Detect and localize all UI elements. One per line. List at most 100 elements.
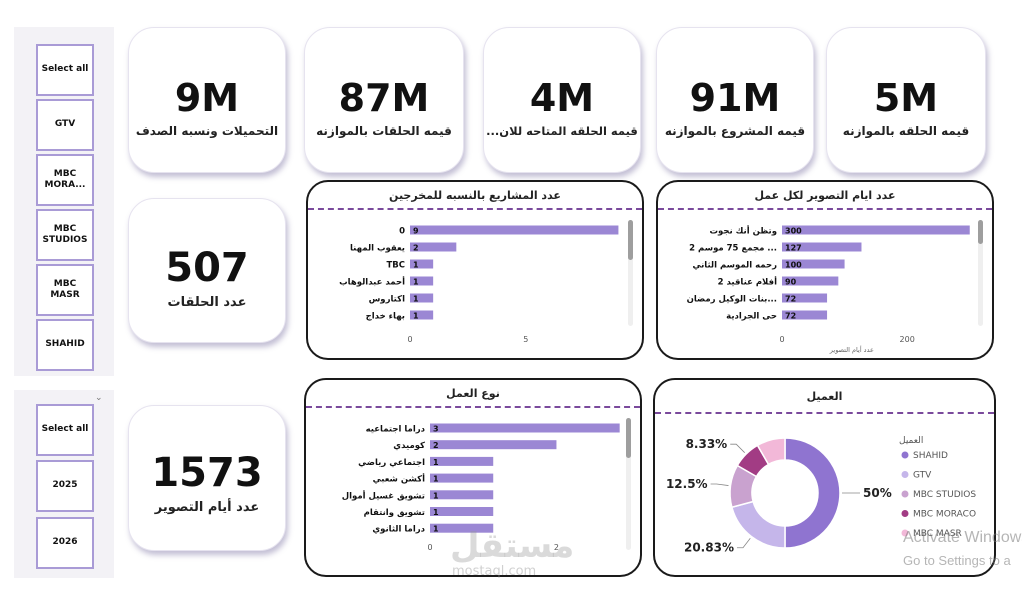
kpi-value: 507 [165, 245, 249, 291]
legend-label[interactable]: MBC MASR [913, 529, 962, 539]
chart-title: عدد المشاريع بالنسبه للمخرجين [389, 189, 561, 202]
scrollbar-thumb[interactable] [626, 418, 631, 458]
legend-label[interactable]: GTV [913, 471, 932, 481]
kpi-value: 5M [873, 76, 939, 120]
data-label: 1 [413, 312, 419, 321]
bar[interactable] [410, 225, 619, 235]
data-label: 2 [413, 244, 419, 253]
kpi-label: عدد الحلقات [167, 295, 247, 310]
bar[interactable] [410, 293, 434, 303]
data-label: 1 [433, 508, 439, 517]
chevron-down-icon[interactable]: ⌄ [95, 393, 103, 403]
bar[interactable] [782, 259, 845, 269]
scrollbar-thumb[interactable] [628, 220, 633, 260]
data-label: 300 [785, 227, 802, 236]
bar[interactable] [430, 440, 557, 450]
category-label: كوميدي [393, 441, 425, 451]
chart-title: العميل [806, 390, 843, 403]
bar[interactable] [430, 490, 494, 500]
scrollbar-thumb[interactable] [978, 220, 983, 244]
donut-slice[interactable] [730, 500, 786, 549]
bar[interactable] [410, 276, 434, 286]
leader-line [730, 443, 745, 453]
divider [306, 406, 640, 408]
data-label: 8.33% [686, 437, 728, 451]
data-label: 1 [413, 295, 419, 304]
client-donut-panel: العميل 50% 20.83% 12.5% 8.33% العميل SHAHID GT… [653, 378, 996, 577]
category-label: TBC [386, 261, 405, 271]
bar[interactable] [410, 259, 434, 269]
slicer-item-2025[interactable]: 2025 [36, 460, 94, 512]
bar[interactable] [410, 310, 434, 320]
watermark-url: mostaql.com [452, 564, 537, 579]
kpi-label: قيمه الحلقه بالموازنه [842, 124, 970, 138]
category-label: تشويق غسيل أموال [342, 489, 425, 501]
bar[interactable] [782, 310, 828, 320]
slicer-item-2026[interactable]: 2026 [36, 517, 94, 569]
scrollbar[interactable] [626, 418, 631, 550]
data-label: 12.5% [666, 477, 708, 491]
bar[interactable] [430, 423, 620, 433]
scrollbar[interactable] [628, 220, 633, 326]
legend-label[interactable]: MBC STUDIOS [913, 490, 976, 500]
client-slicer-panel: Select all GTV MBC MORA... MBC STUDIOS M… [14, 27, 114, 376]
tick-label: 0 [407, 335, 412, 344]
category-label: اجتماعي رياضي [358, 458, 425, 468]
kpi-label: عدد أيام التصوير [154, 500, 260, 515]
legend-label[interactable]: SHAHID [913, 451, 948, 461]
bar[interactable] [430, 507, 494, 516]
slicer-item-label: MBC MASR [50, 278, 80, 300]
bar[interactable] [782, 276, 839, 286]
leader-line [736, 537, 751, 549]
slicer-item-mbc-studios[interactable]: MBC STUDIOS [36, 209, 94, 261]
kpi-value: 87M [338, 76, 430, 120]
kpi-card-downloads: 9M التحميلات ونسبه الصدف [128, 27, 286, 173]
legend-marker [901, 451, 909, 459]
data-label: 72 [785, 312, 796, 321]
slicer-item-shahid[interactable]: SHAHID [36, 319, 94, 371]
legend-label[interactable]: MBC MORACO [913, 510, 976, 520]
category-label: أحمد عبدالوهاب [339, 276, 405, 288]
bar[interactable] [430, 456, 494, 466]
data-label: 1 [433, 458, 439, 467]
category-label: دراما اجتماعيه [366, 425, 426, 435]
kpi-card-episodes-budget: 87M قيمه الحلقات بالموازنه [304, 27, 464, 173]
bar[interactable] [430, 523, 494, 533]
bar[interactable] [782, 293, 828, 303]
tick-label: 2 [554, 543, 559, 552]
category-label: دراما الثانوي [372, 525, 425, 535]
slicer-item-mbc-masr[interactable]: MBC MASR [36, 264, 94, 316]
legend-title: العميل [899, 436, 923, 446]
donut-slice[interactable] [784, 437, 841, 549]
leader-line [710, 483, 729, 486]
data-label: 1 [433, 491, 439, 500]
donut-slice[interactable] [756, 437, 786, 466]
kpi-label: قيمه الحلقه المتاحه للان... [486, 124, 638, 138]
category-label: تشويق وانتقام [364, 508, 425, 518]
data-label: 1 [433, 475, 439, 484]
slicer-item-label: MBC STUDIOS [42, 223, 88, 245]
legend-marker [901, 529, 909, 537]
legend-marker [901, 510, 909, 517]
kpi-value: 9M [174, 76, 240, 120]
slicer-item-gtv[interactable]: GTV [36, 99, 94, 151]
legend-marker [901, 471, 909, 478]
data-label: 1 [433, 525, 439, 534]
watermark-logo: مستقل [450, 526, 575, 566]
bar[interactable] [782, 225, 970, 235]
bar[interactable] [430, 473, 494, 483]
kpi-label: قيمه المشروع بالموازنه [664, 124, 806, 138]
bar[interactable] [782, 242, 862, 252]
slicer-item-label: Select all [41, 424, 89, 435]
slicer-item-mbc-moraco[interactable]: MBC MORA... [36, 154, 94, 206]
category-label: بهاء خداج [366, 312, 405, 322]
kpi-card-episode-budget: 5M قيمه الحلقه بالموازنه [826, 27, 986, 173]
scrollbar[interactable] [978, 220, 983, 326]
data-label: 127 [785, 244, 802, 253]
slicer-item-select-all-year[interactable]: Select all [36, 404, 94, 456]
data-label: 72 [785, 295, 796, 304]
bar[interactable] [410, 242, 457, 252]
slicer-item-select-all[interactable]: Select all [36, 44, 94, 96]
category-label: بنات الوكيل رمضان... [687, 295, 777, 305]
kpi-value: 91M [689, 76, 781, 120]
